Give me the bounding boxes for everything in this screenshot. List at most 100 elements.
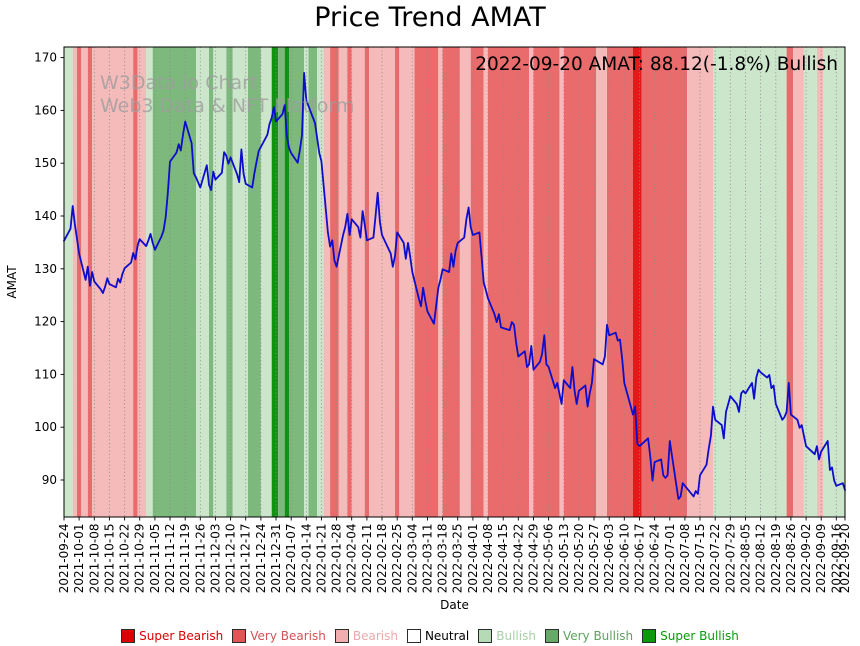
y-tick-label: 160: [34, 103, 57, 117]
legend-label-neutral: Neutral: [424, 629, 470, 643]
legend-swatch-very-bullish: [544, 629, 559, 643]
x-tick-label: 2022-08-26: [784, 524, 798, 594]
legend-label-bullish: Bullish: [496, 629, 536, 643]
x-tick-label: 2022-02-18: [375, 524, 389, 594]
sentiment-band-bearish: [81, 47, 88, 517]
x-tick-label: 2021-11-19: [178, 524, 192, 594]
x-tick-label: 2022-05-06: [542, 524, 556, 594]
x-axis-label: Date: [440, 598, 469, 612]
sentiment-band-bearish: [399, 47, 415, 517]
legend-swatch-bearish: [334, 629, 349, 643]
sentiment-band-very_bearish: [488, 47, 530, 517]
x-tick-label: 2022-06-03: [602, 524, 616, 594]
sentiment-band-very_bullish: [247, 47, 261, 517]
x-tick-label: 2021-10-29: [133, 524, 147, 594]
y-tick-label: 130: [34, 262, 57, 276]
x-tick-label: 2022-09-09: [814, 524, 828, 594]
sentiment-band-very_bullish: [278, 47, 285, 517]
x-tick-label: 2022-07-15: [693, 524, 707, 594]
x-tick-label: 2021-10-01: [72, 524, 86, 594]
x-tick-label: 2022-03-25: [451, 524, 465, 594]
sentiment-band-very_bearish: [470, 47, 484, 517]
x-tick-label: 2022-05-20: [572, 524, 586, 594]
legend-label-very-bullish: Very Bullish: [562, 629, 634, 643]
x-tick-label: 2022-01-21: [314, 524, 328, 594]
legend-label-super-bearish: Super Bearish: [139, 629, 224, 643]
x-tick-label: 2022-01-28: [330, 524, 344, 594]
x-tick-label: 2021-12-17: [239, 524, 253, 594]
legend-item-neutral: Neutral: [406, 629, 470, 643]
annotation-text: 2022-09-20 AMAT: 88.12(-1.8%) Bullish: [475, 54, 838, 75]
chart-legend: Super Bearish Very Bearish Bearish Neutral B…: [0, 629, 860, 643]
x-tick-label: 2021-10-08: [87, 524, 101, 594]
y-tick-label: 150: [34, 156, 57, 170]
sentiment-band-bearish: [483, 47, 488, 517]
x-tick-label: 2022-07-08: [678, 524, 692, 594]
price-series-path: [63, 72, 846, 500]
sentiment-band-bearish: [559, 47, 564, 517]
x-tick-label: 2022-07-29: [723, 524, 737, 594]
watermark-line1: W3Data.io Chart: [100, 72, 257, 94]
x-tick-label: 2022-04-01: [466, 524, 480, 594]
sentiment-band-super_bullish: [284, 47, 289, 517]
sentiment-band-bullish: [232, 47, 248, 517]
x-tick-label: 2022-06-10: [617, 524, 631, 594]
legend-item-very-bullish: Very Bullish: [544, 629, 634, 643]
sentiment-band-very_bearish: [786, 47, 794, 517]
x-tick-label: 2022-09-16: [829, 524, 843, 594]
y-tick-label: 90: [42, 473, 57, 487]
legend-item-very-bearish: Very Bearish: [232, 629, 326, 643]
sentiment-band-very_bearish: [607, 47, 633, 517]
x-tick-label: 2022-05-13: [557, 524, 571, 594]
x-tick-label: 2022-04-29: [527, 524, 541, 594]
sentiment-band-bearish: [596, 47, 607, 517]
x-tick-label: 2022-08-19: [769, 524, 783, 594]
sentiment-band-very_bearish: [563, 47, 597, 517]
x-tick-label: 2022-01-07: [284, 524, 298, 594]
chart-title: Price Trend AMAT: [314, 2, 546, 33]
sentiment-band-very_bearish: [330, 47, 339, 517]
x-axis: 2021-09-24 2021-10-01 2021-10-08 2021-10-15…: [57, 517, 852, 612]
x-tick-label: 2022-06-24: [648, 524, 662, 594]
sentiment-band-bearish: [816, 47, 824, 517]
sentiment-band-very_bullish: [289, 47, 305, 517]
legend-swatch-neutral: [406, 629, 421, 643]
y-tick-label: 140: [34, 209, 57, 223]
x-tick-label: 2021-12-10: [224, 524, 238, 594]
x-tick-label: 2022-02-11: [360, 524, 374, 594]
sentiment-band-bullish: [713, 47, 787, 517]
gridlines: [63, 47, 846, 517]
sentiment-band-bearish: [793, 47, 804, 517]
sentiment-band-very_bearish: [533, 47, 560, 517]
legend-swatch-super-bullish: [642, 629, 657, 643]
annotation: 2022-09-20 AMAT: 88.12(-1.8%) Bullish: [475, 54, 838, 75]
sentiment-band-very_bearish: [442, 47, 460, 517]
x-tick-label: 2022-09-20: [838, 524, 852, 594]
legend-swatch-very-bearish: [232, 629, 247, 643]
x-tick-label: 2021-11-12: [163, 524, 177, 594]
sentiment-band-very_bearish: [347, 47, 352, 517]
x-tick-label: 2021-12-24: [254, 524, 268, 594]
sentiment-band-bullish: [146, 47, 153, 517]
sentiment-band-very_bullish: [226, 47, 233, 517]
legend-swatch-bullish: [478, 629, 493, 643]
legend-label-very-bearish: Very Bearish: [250, 629, 326, 643]
sentiment-band-very_bullish: [209, 47, 214, 517]
sentiment-band-bullish: [317, 47, 324, 517]
sentiment-band-bearish: [338, 47, 348, 517]
sentiment-band-very_bearish: [641, 47, 687, 517]
sentiment-band-bearish: [351, 47, 365, 517]
x-tick-label: 2022-08-12: [754, 524, 768, 594]
x-tick-label: 2021-10-22: [118, 524, 132, 594]
y-tick-label: 120: [34, 315, 57, 329]
x-tick-label: 2021-11-26: [193, 524, 207, 594]
x-tick-label: 2022-06-17: [633, 524, 647, 594]
sentiment-band-very_bullish: [308, 47, 318, 517]
legend-item-bearish: Bearish: [334, 629, 398, 643]
x-tick-label: 2022-03-18: [436, 524, 450, 594]
x-tick-label: 2022-08-05: [739, 524, 753, 594]
price-line: [63, 72, 846, 500]
